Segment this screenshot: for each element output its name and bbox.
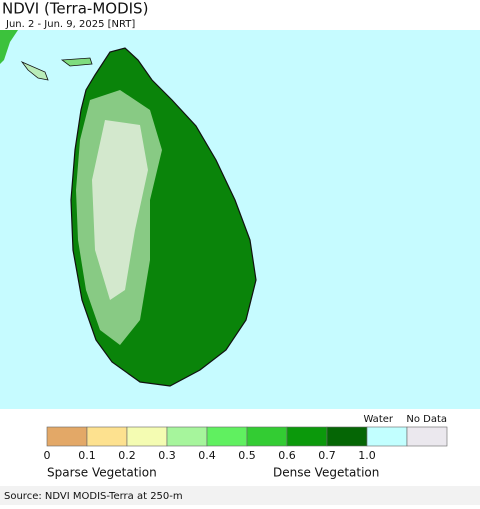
- islet: [60, 57, 93, 67]
- legend-water: Water: [363, 414, 393, 425]
- legend-tick-label: 0.1: [78, 449, 96, 462]
- legend-no-data: No Data: [406, 414, 447, 425]
- legend-tick-label: 0.6: [278, 449, 296, 462]
- sparse-core: [92, 120, 148, 300]
- legend-swatch: [286, 426, 328, 447]
- legend-swatch: [166, 426, 208, 447]
- legend-tick-label: 1.0: [358, 449, 376, 462]
- legend-tick-label: 0.4: [198, 449, 216, 462]
- legend-tick-label: 0.7: [318, 449, 336, 462]
- source: Source: NDVI MODIS-Terra at 250-m: [4, 491, 183, 502]
- subtitle: Jun. 2 - Jun. 9, 2025 [NRT]: [5, 19, 135, 30]
- legend-swatch: [406, 426, 448, 447]
- legend-sparse: Sparse Vegetation: [47, 466, 157, 480]
- islet: [20, 61, 49, 81]
- legend-swatch: [86, 426, 128, 447]
- legend-dense: Dense Vegetation: [273, 466, 379, 480]
- title: NDVI (Terra-MODIS): [2, 0, 148, 18]
- legend-tick-label: 0.5: [238, 449, 256, 462]
- mainland-patch: [0, 30, 18, 64]
- legend: 0 0.1 0.2 0.3 0.4 0.5 0.6 0.7 1.0: [44, 426, 448, 462]
- legend-tick-label: 0.2: [118, 449, 136, 462]
- legend-tick-label: 0: [44, 449, 51, 462]
- legend-swatch: [366, 426, 408, 447]
- footer-bar: [0, 486, 480, 505]
- legend-swatch: [246, 426, 288, 447]
- legend-swatch: [206, 426, 248, 447]
- legend-swatch: [326, 426, 368, 447]
- legend-swatch: [126, 426, 168, 447]
- legend-swatch: [46, 426, 88, 447]
- legend-tick-label: 0.3: [158, 449, 176, 462]
